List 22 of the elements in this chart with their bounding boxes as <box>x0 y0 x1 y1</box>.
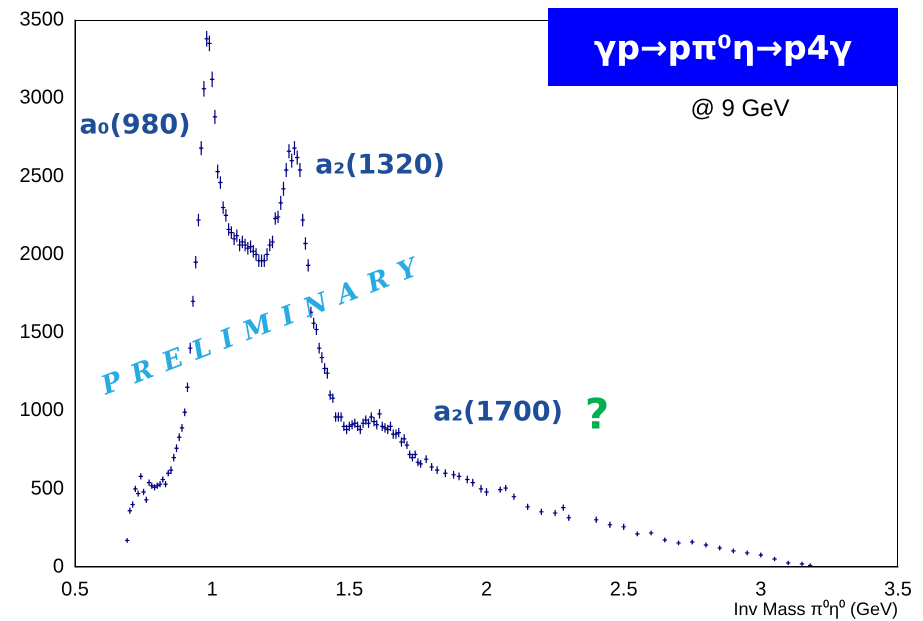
annotation: ? <box>584 390 610 438</box>
x-tick-label: 2.5 <box>610 578 638 601</box>
x-tick-label: 0.5 <box>61 578 89 601</box>
y-tick-label: 3500 <box>20 8 64 31</box>
x-tick-label: 3 <box>755 578 766 601</box>
y-tick-label: 1500 <box>20 321 64 344</box>
annotation: a₂(1700) <box>433 396 563 428</box>
x-tick-label: 1.5 <box>335 578 364 601</box>
y-tick-label: 0 <box>52 556 64 578</box>
y-tick-label: 2500 <box>20 164 64 187</box>
y-tick-label: 1000 <box>20 399 64 422</box>
y-tick-label: 3000 <box>20 86 64 109</box>
x-tick-label: 2 <box>480 578 492 601</box>
annotation: a₀(980) <box>79 110 191 140</box>
x-tick-label: 3.5 <box>884 578 912 601</box>
x-axis-title: Inv Mass π⁰η⁰ (GeV) <box>734 599 898 620</box>
chart-title: γp→pπ⁰η→p4γ <box>548 8 898 86</box>
x-tick-label: 1 <box>206 578 218 601</box>
annotation: a₂(1320) <box>315 150 445 180</box>
y-tick-label: 2000 <box>20 242 64 265</box>
text: @ 9 GeV <box>689 95 791 123</box>
y-tick-label: 500 <box>30 477 64 500</box>
